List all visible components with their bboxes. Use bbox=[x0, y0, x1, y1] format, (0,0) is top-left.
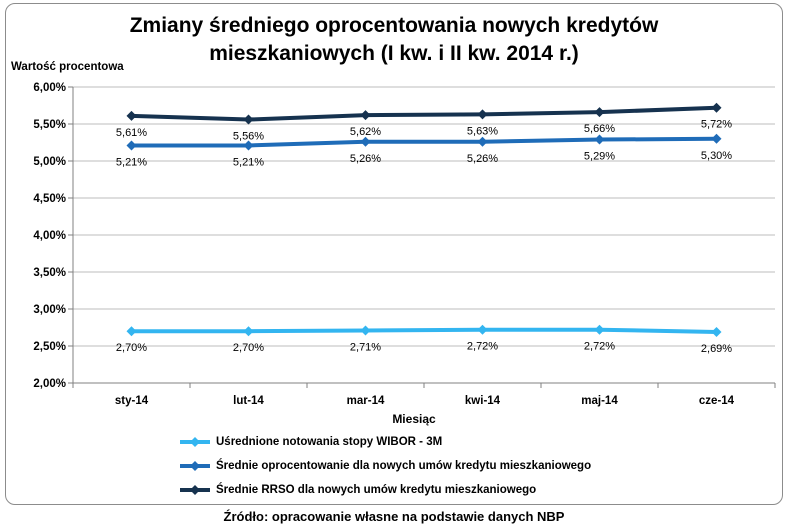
legend-label: Średnie oprocentowanie dla nowych umów k… bbox=[216, 460, 592, 472]
legend-swatch bbox=[180, 460, 210, 472]
x-tick-label: mar-14 bbox=[347, 395, 385, 407]
legend-swatch bbox=[180, 484, 210, 496]
data-point bbox=[243, 326, 254, 337]
data-point bbox=[243, 114, 254, 125]
data-point bbox=[594, 324, 605, 335]
data-label: 2,72% bbox=[584, 341, 615, 353]
y-tick-label: 4,00% bbox=[33, 230, 66, 242]
data-label: 5,62% bbox=[350, 126, 381, 138]
data-point bbox=[711, 326, 722, 337]
x-tick-label: sty-14 bbox=[115, 395, 149, 407]
data-label: 5,26% bbox=[350, 153, 381, 165]
data-point bbox=[243, 140, 254, 151]
y-tick-label: 5,50% bbox=[33, 119, 66, 131]
chart-title-line-2: mieszkaniowych (I kw. i II kw. 2014 r.) bbox=[209, 42, 579, 65]
chart-title-line-1: Zmiany średniego oprocentowania nowych k… bbox=[129, 14, 659, 37]
source-note: Źródło: opracowanie własne na podstawie … bbox=[223, 509, 565, 524]
x-axis-label: Miesiąc bbox=[392, 412, 436, 426]
data-label: 2,70% bbox=[233, 342, 264, 354]
line-chart: 2,00% 2,50% 3,00% 3,50% 4,00% 4,50% 5,00% 5,50%… bbox=[33, 82, 776, 407]
y-tick-label: 2,00% bbox=[33, 378, 66, 390]
y-tick-label: 2,50% bbox=[33, 341, 66, 353]
data-point bbox=[360, 136, 371, 147]
data-label: 5,21% bbox=[233, 156, 264, 168]
x-tick-label: lut-14 bbox=[233, 395, 264, 407]
data-label: 2,69% bbox=[701, 343, 732, 355]
data-label: 5,21% bbox=[116, 156, 147, 168]
data-point bbox=[126, 140, 137, 151]
data-point bbox=[126, 110, 137, 121]
series-line-2 bbox=[131, 136, 717, 148]
data-point bbox=[126, 326, 137, 337]
series-line-3 bbox=[131, 105, 717, 122]
legend-swatch bbox=[180, 436, 210, 448]
data-point bbox=[477, 136, 488, 147]
data-label: 5,26% bbox=[467, 153, 498, 165]
data-point bbox=[360, 110, 371, 121]
x-tick-label: kwi-14 bbox=[465, 395, 501, 407]
data-label: 5,72% bbox=[701, 119, 732, 131]
data-label: 5,30% bbox=[701, 150, 732, 162]
data-label: 5,61% bbox=[116, 127, 147, 139]
legend-item-2: Średnie oprocentowanie dla nowych umów k… bbox=[180, 454, 591, 478]
data-point bbox=[594, 134, 605, 145]
chart-title: Zmiany średniego oprocentowania nowych k… bbox=[0, 12, 788, 68]
legend-item-3: Średnie RRSO dla nowych umów kredytu mie… bbox=[180, 478, 591, 502]
legend-item-1: Uśrednione notowania stopy WIBOR - 3M bbox=[180, 430, 591, 454]
data-label: 2,71% bbox=[350, 341, 381, 353]
y-tick-label: 6,00% bbox=[33, 82, 66, 94]
legend-label: Uśrednione notowania stopy WIBOR - 3M bbox=[216, 436, 443, 448]
y-tick-label: 5,00% bbox=[33, 156, 66, 168]
data-point bbox=[711, 133, 722, 144]
series-line-1 bbox=[131, 327, 717, 334]
x-tick-label: maj-14 bbox=[581, 395, 618, 407]
data-point bbox=[477, 109, 488, 120]
y-tick-label: 3,00% bbox=[33, 304, 66, 316]
data-label: 5,63% bbox=[467, 125, 498, 137]
x-tick-label: cze-14 bbox=[699, 395, 735, 407]
legend: Uśrednione notowania stopy WIBOR - 3M Śre… bbox=[180, 430, 591, 502]
data-label: 5,29% bbox=[584, 151, 615, 163]
y-tick-label: 4,50% bbox=[33, 193, 66, 205]
data-point bbox=[477, 324, 488, 335]
data-label: 5,56% bbox=[233, 131, 264, 143]
data-point bbox=[360, 325, 371, 336]
legend-label: Średnie RRSO dla nowych umów kredytu mie… bbox=[216, 484, 537, 496]
data-label: 5,66% bbox=[584, 123, 615, 135]
y-tick-label: 3,50% bbox=[33, 267, 66, 279]
data-label: 2,70% bbox=[116, 342, 147, 354]
data-point bbox=[711, 102, 722, 113]
data-point bbox=[594, 107, 605, 118]
data-label: 2,72% bbox=[467, 341, 498, 353]
y-axis-label: Wartość procentowa bbox=[11, 61, 124, 73]
